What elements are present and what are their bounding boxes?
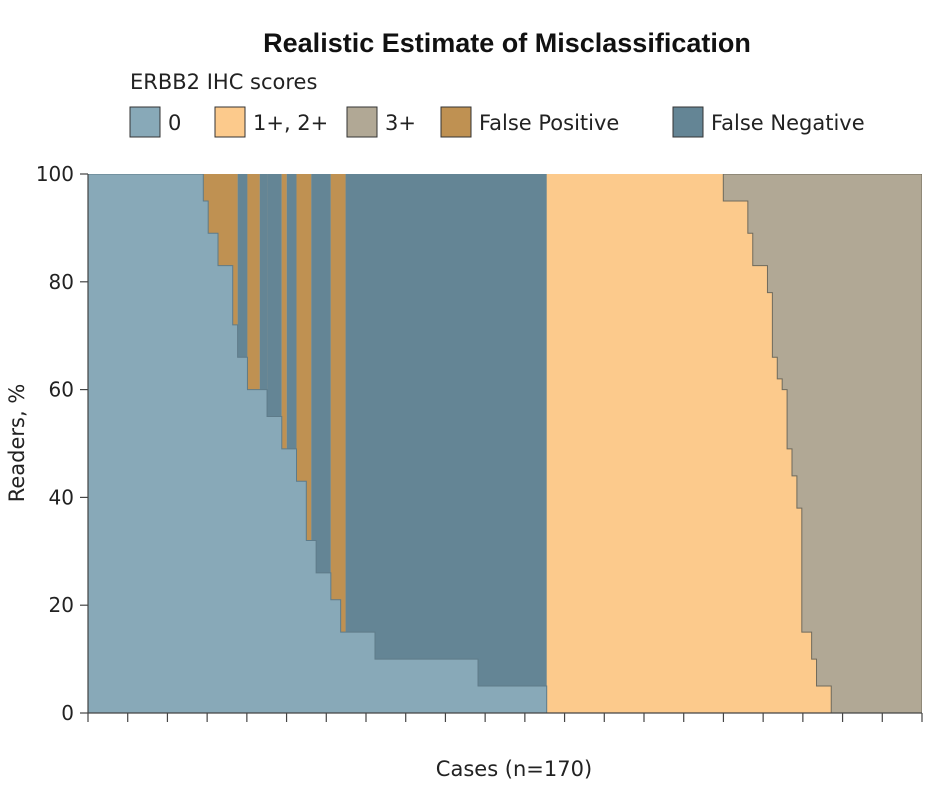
y-tick-label-20: 20 <box>49 593 74 617</box>
y-tick-label-80: 80 <box>49 270 74 294</box>
y-tick-label-0: 0 <box>61 701 74 725</box>
legend-swatch-score3 <box>346 106 378 138</box>
legend-label-score12: 1+, 2+ <box>253 111 328 135</box>
legend-swatch-score12 <box>214 106 246 138</box>
legend-swatch-fp <box>440 106 472 138</box>
false-positive-column-6 <box>281 174 287 713</box>
legend: 0 1+, 2+ 3+ False Positive False Negative <box>129 106 865 138</box>
axes: 0 20 40 60 80 100 <box>36 162 923 725</box>
legend-label-score0: 0 <box>168 111 181 135</box>
x-axis-label: Cases (n=170) <box>436 757 592 781</box>
legend-label-fn: False Negative <box>711 111 865 135</box>
legend-swatch-fn <box>672 106 704 138</box>
false-negative-column-7 <box>286 174 297 713</box>
legend-title: ERBB2 IHC scores <box>130 70 317 94</box>
y-axis-label: Readers, % <box>5 384 29 503</box>
series-area-score-0 <box>88 174 548 713</box>
legend-swatch-score0 <box>129 106 161 138</box>
false-positive-column-10 <box>330 174 346 713</box>
chart-title: Realistic Estimate of Misclassification <box>263 28 751 58</box>
series-area-score-3plus <box>722 174 922 713</box>
y-tick-label-40: 40 <box>49 485 74 509</box>
y-tick-label-100: 100 <box>36 162 74 186</box>
legend-label-score3: 3+ <box>385 111 416 135</box>
plot-area <box>88 174 922 713</box>
series-layer <box>88 174 922 713</box>
y-tick-label-60: 60 <box>49 378 74 402</box>
false-negative-column-11 <box>345 174 547 713</box>
legend-label-fp: False Positive <box>479 111 619 135</box>
